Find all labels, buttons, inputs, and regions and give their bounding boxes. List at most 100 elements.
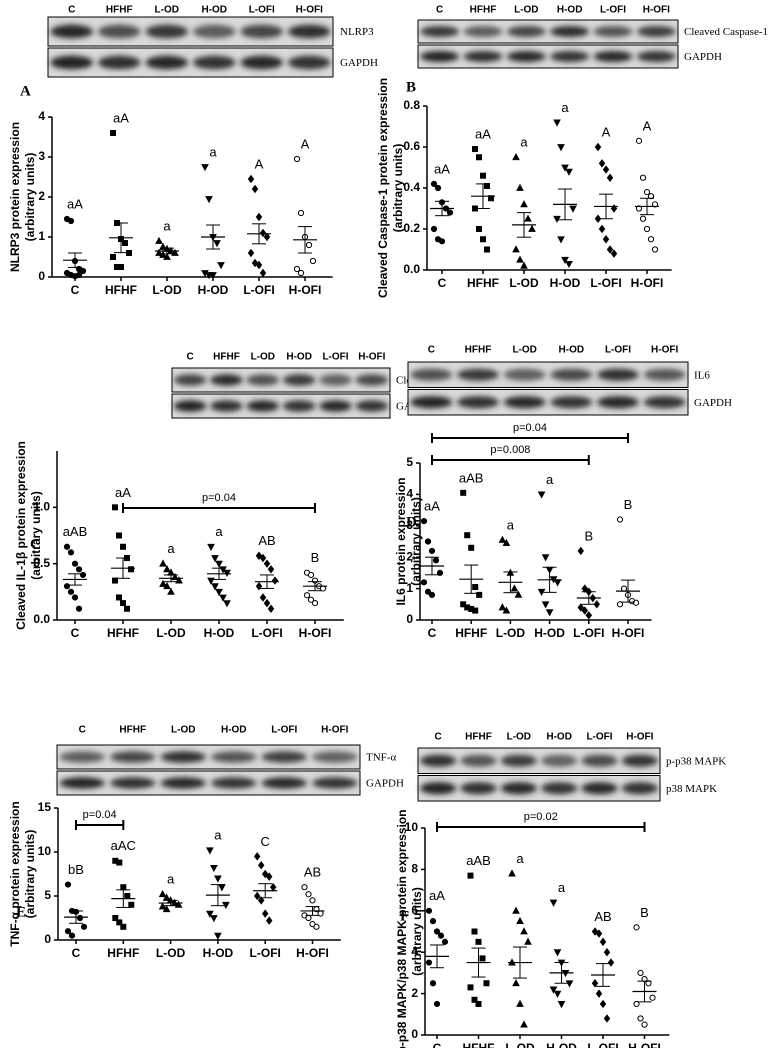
point (633, 924, 640, 931)
point (163, 565, 171, 573)
point (475, 1000, 482, 1007)
x-tick-label: H-OD (546, 1041, 577, 1048)
y-tick-label: 5 (44, 888, 51, 902)
point (122, 240, 128, 246)
point (553, 579, 562, 587)
x-tick-label: L-OD (496, 626, 526, 640)
point (565, 168, 573, 176)
point (460, 489, 467, 496)
lane-label: L-OD (512, 345, 536, 356)
point (247, 248, 255, 258)
x-tick-label: C (438, 276, 447, 290)
lane-label: L-OD (171, 725, 195, 736)
x-tick-label: L-OD (156, 946, 186, 960)
point (645, 980, 652, 987)
point (537, 491, 546, 499)
panel-letter: B (406, 79, 416, 95)
blot-band (287, 55, 331, 70)
protein-label: NLRP3 (340, 26, 374, 38)
blot-band (319, 374, 352, 386)
protein-label: GAPDH (366, 778, 404, 790)
protein-label: p-p38 MAPK (666, 755, 726, 767)
blot-band (97, 24, 141, 39)
point (75, 271, 83, 279)
point (67, 588, 75, 595)
point (472, 584, 479, 591)
x-tick-label: H-OD (534, 626, 565, 640)
lane-label: H-OFI (626, 732, 653, 743)
point (205, 196, 213, 204)
point (120, 600, 126, 607)
blot-band (593, 51, 633, 62)
point (263, 559, 271, 568)
group-letter: a (507, 517, 515, 532)
point (577, 546, 585, 556)
point (602, 235, 610, 244)
panel-letter: E (16, 904, 26, 920)
point (595, 929, 603, 938)
blot-band (636, 26, 676, 37)
point (313, 923, 320, 930)
blot-band (420, 26, 460, 37)
blot-strip (417, 19, 679, 44)
point (512, 906, 520, 914)
point (159, 559, 167, 567)
lane-label: C (436, 5, 443, 16)
lane-label: H-OD (559, 345, 585, 356)
x-tick-label: L-OFI (590, 276, 621, 290)
blot-band (621, 782, 658, 795)
point (263, 598, 271, 608)
y-tick-label: 0 (38, 269, 45, 283)
point (259, 228, 267, 238)
point (434, 184, 442, 192)
point (120, 543, 126, 550)
point (223, 569, 231, 577)
point (441, 938, 449, 945)
x-tick-label: H-OFI (631, 276, 664, 290)
point (541, 601, 550, 609)
point (309, 897, 316, 904)
y-tick-label: 0.6 (403, 139, 420, 153)
panel: C HFHF L-OD H-OD L-OFI H-OFI IL6 GAPDH D 0 1 2 3 4 5 IL… (394, 345, 732, 641)
point (215, 560, 223, 568)
point (594, 214, 602, 223)
x-tick-label: H-OFI (628, 1041, 661, 1048)
point (520, 261, 528, 269)
group-letter: a (163, 218, 171, 233)
lane-label: HFHF (106, 5, 133, 16)
group-letter: a (546, 472, 554, 487)
x-tick-label: H-OFI (296, 946, 329, 960)
point (633, 1000, 640, 1008)
lane-label: L-OD (514, 5, 538, 16)
lane-label: H-OFI (321, 725, 348, 736)
point (207, 543, 215, 552)
blot-band (503, 368, 546, 381)
blot-band (211, 751, 257, 763)
blot-band (173, 400, 207, 412)
p-value: p=0.04 (202, 492, 236, 504)
y-axis-label: (arbitrary units) (409, 497, 423, 586)
point (257, 860, 265, 870)
x-tick-label: L-OFI (243, 283, 274, 297)
point (271, 576, 279, 585)
point (76, 914, 84, 922)
point (206, 847, 214, 855)
blot-band (463, 26, 503, 37)
point (253, 852, 261, 861)
panel: C HFHF L-OD H-OD L-OFI H-OFI NLRP3 GAPDH A 0 1 2 3 4 N… (8, 5, 378, 298)
y-tick-label: 15 (38, 800, 52, 814)
x-tick-label: L-OFI (250, 946, 281, 960)
point (259, 268, 267, 278)
point (512, 245, 520, 253)
point (305, 914, 312, 922)
point (293, 265, 301, 273)
lane-label: H-OD (557, 5, 583, 16)
panel-letter: F (400, 908, 409, 924)
y-tick-label: 0.0 (403, 262, 420, 276)
point (267, 604, 275, 613)
point (549, 986, 558, 994)
point (201, 164, 209, 172)
group-letter: aA (67, 196, 83, 211)
point (430, 225, 438, 233)
